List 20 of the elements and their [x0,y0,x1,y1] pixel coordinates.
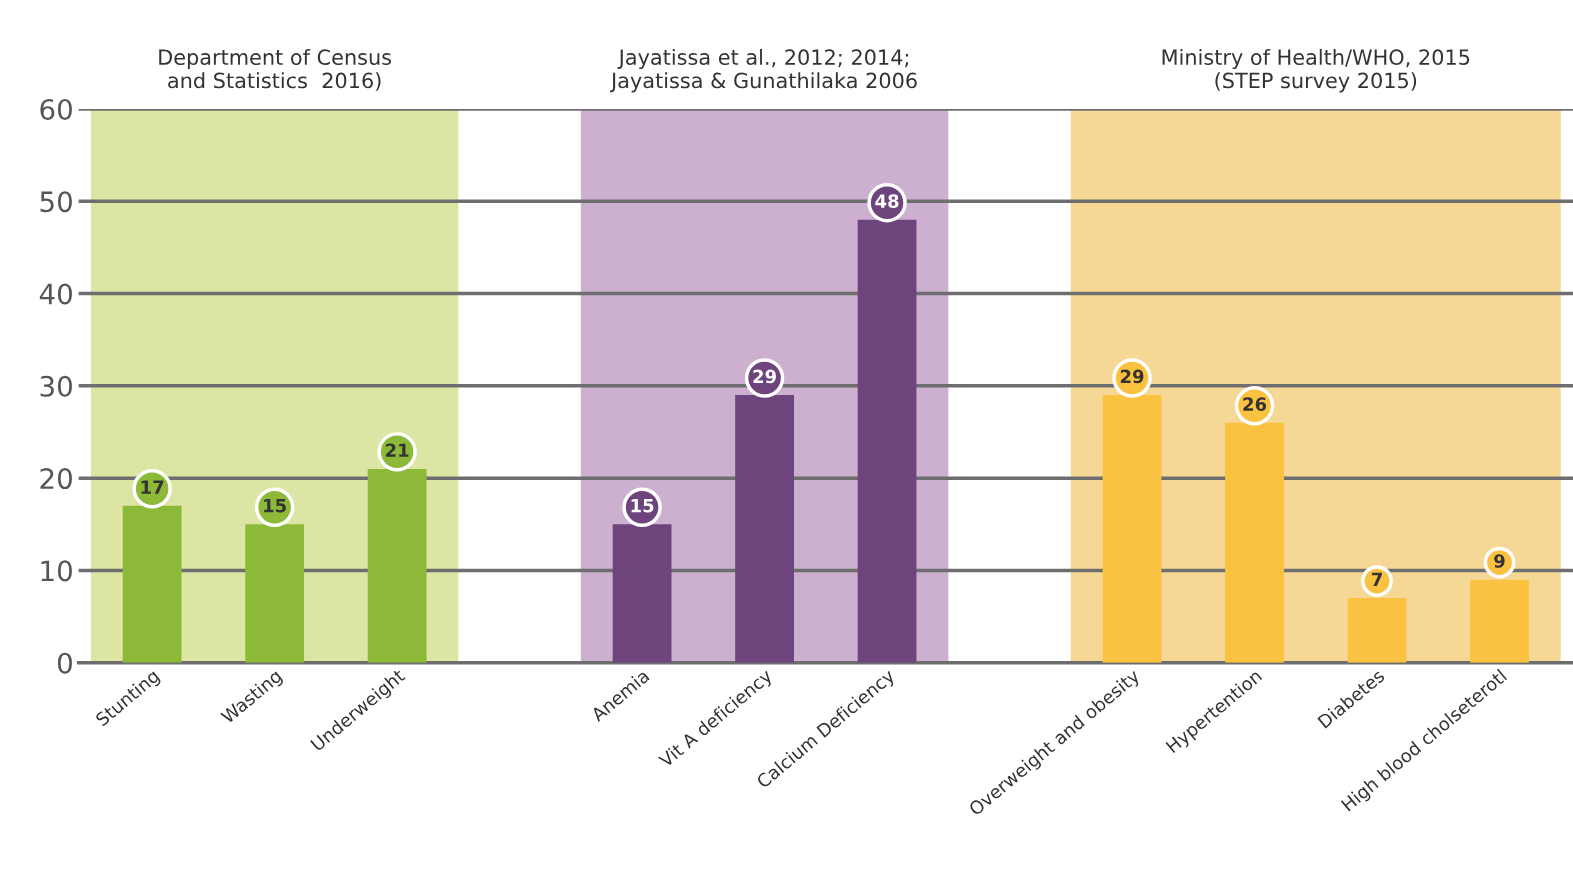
y-tick-label: 30 [40,375,72,397]
band-label: Department of Census and Statistics 2016) [159,48,392,91]
data-label: 26 [1243,397,1267,411]
data-label: 29 [753,369,776,384]
data-label: 15 [264,499,286,513]
y-tick-label: 0 [57,652,72,674]
data-label: 21 [385,443,409,457]
y-tick-label: 40 [39,283,72,305]
data-label: 9 [1494,554,1505,568]
data-label: 7 [1371,572,1382,587]
y-tick-label: 50 [40,191,72,213]
y-tick-label: 10 [41,560,72,582]
data-label: 29 [1120,369,1144,384]
y-tick-label: 20 [40,468,72,490]
band-label: Jayatissa et al., 2012; 2014; Jayatissa & Gunathilaka 2006 [609,48,917,93]
y-tick-label: 60 [40,98,72,120]
data-label: 48 [875,194,899,208]
band-label: Ministry of Health/WHO, 2015 (STEP survey 2015) [1162,48,1470,93]
data-label: 15 [631,499,654,513]
data-label: 17 [141,480,164,494]
